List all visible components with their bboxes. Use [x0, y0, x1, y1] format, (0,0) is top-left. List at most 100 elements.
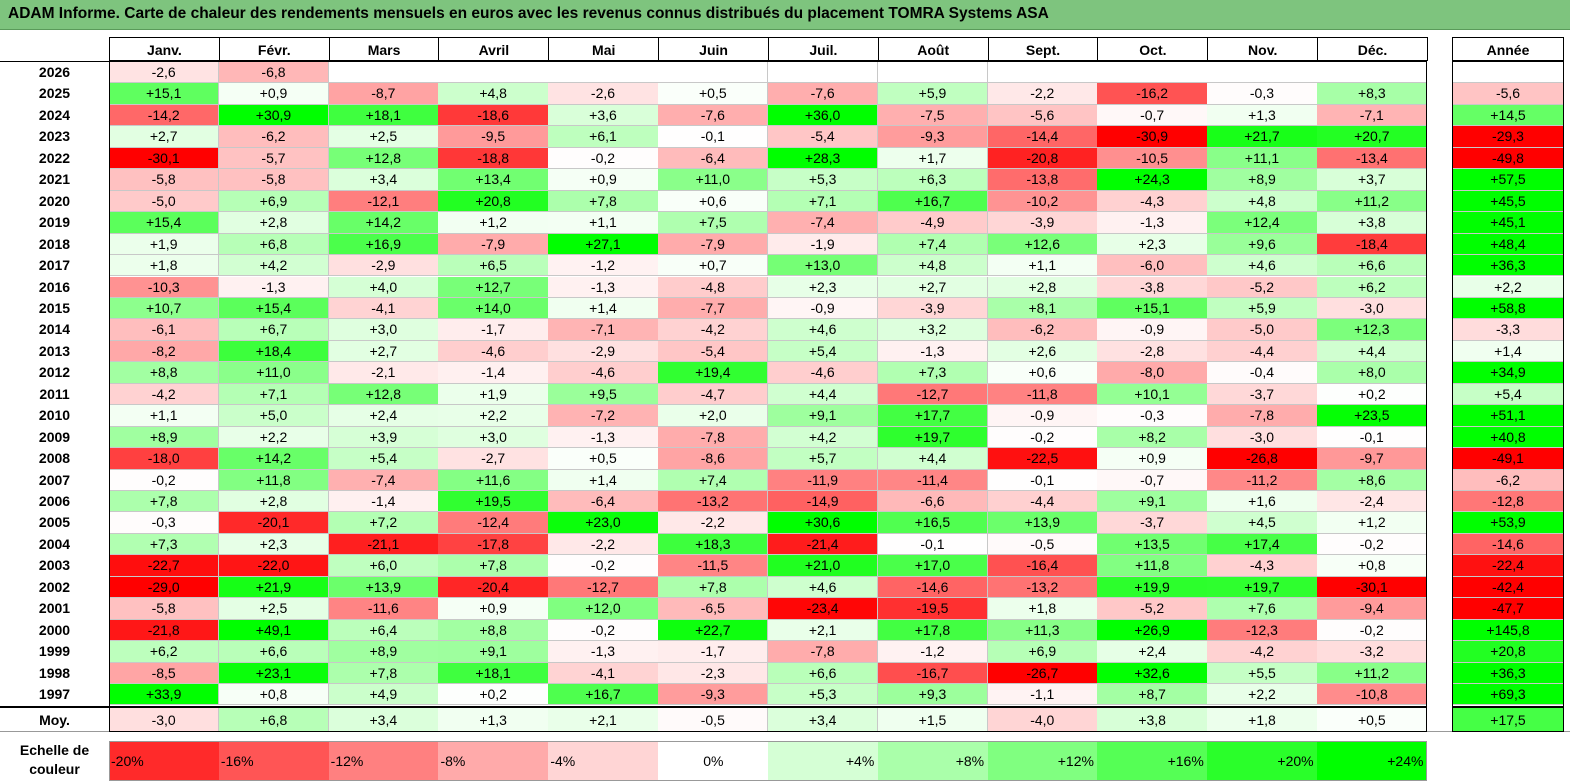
heatmap-cell: -1,3 [548, 641, 659, 663]
heatmap-cell: -2,2 [548, 533, 659, 556]
heatmap-cell [328, 62, 439, 84]
heatmap-cell: -0,1 [1317, 426, 1428, 449]
annual-total-cell: +36,3 [1452, 662, 1564, 685]
heatmap-cell: -7,8 [658, 426, 769, 449]
row-year-label: 2013 [38, 342, 71, 359]
heatmap-cell: -7,4 [767, 212, 879, 234]
heatmap-cell: +16,9 [328, 233, 439, 256]
month-header: Oct. [1097, 37, 1209, 61]
heatmap-cell: +15,1 [1097, 297, 1208, 320]
heatmap-cell: +16,5 [877, 512, 989, 534]
heatmap-cell: +2,4 [1097, 641, 1208, 663]
heatmap-cell: -14,9 [767, 491, 879, 513]
heatmap-cell: -7,5 [877, 104, 989, 127]
heatmap-cell: +13,5 [1097, 533, 1208, 556]
average-cell: +0,5 [1317, 708, 1428, 732]
heatmap-cell: +12,8 [328, 383, 439, 406]
heatmap-cell: -14,6 [877, 576, 989, 599]
heatmap-cell: -8,7 [328, 83, 439, 105]
annual-total-cell: -49,8 [1452, 147, 1564, 170]
row-year-label: 2015 [38, 299, 71, 316]
heatmap-cell: -0,2 [987, 426, 1098, 449]
heatmap-cell: +33,9 [109, 684, 220, 706]
heatmap-cell: +49,1 [218, 619, 330, 642]
heatmap-cell: -16,7 [877, 662, 989, 685]
row-year-label: 2003 [38, 557, 71, 574]
heatmap-cell: +23,0 [548, 512, 659, 534]
heatmap-cell: +14,2 [218, 448, 330, 470]
heatmap-cell: -1,3 [548, 276, 659, 298]
month-header: Nov. [1207, 37, 1319, 61]
heatmap-cell: +12,0 [548, 598, 659, 620]
heatmap-cell: +7,3 [877, 362, 989, 384]
heatmap-cell: -3,0 [1317, 297, 1428, 320]
heatmap-cell: +17,8 [877, 619, 989, 642]
row-year-label: 2005 [38, 514, 71, 531]
heatmap-cell: +18,3 [658, 533, 769, 556]
heatmap-cell: -8,2 [109, 340, 220, 363]
color-scale-swatch: 0% [658, 741, 769, 781]
heatmap-cell: +1,2 [1317, 512, 1428, 534]
avg-line2 [1452, 706, 1564, 708]
row-year-label: 2002 [38, 578, 71, 595]
heatmap-cell: +6,8 [218, 233, 330, 256]
heatmap-cell: -18,6 [438, 104, 549, 127]
heatmap-cell: -5,8 [109, 598, 220, 620]
heatmap-cell: -13,4 [1317, 147, 1428, 170]
heatmap-cell: +1,3 [1207, 104, 1318, 127]
heatmap-cell: -18,8 [438, 147, 549, 170]
heatmap-cell: +3,0 [438, 426, 549, 449]
heatmap-cell: +5,3 [767, 169, 879, 191]
heatmap-cell: -0,2 [1317, 533, 1428, 556]
heatmap-cell: -2,7 [438, 448, 549, 470]
heatmap-cell: -2,4 [1317, 491, 1428, 513]
heatmap-cell: +2,5 [328, 126, 439, 148]
heatmap-cell: -0,7 [1097, 469, 1208, 491]
heatmap-cell: +4,8 [877, 255, 989, 277]
annual-total-cell: -42,4 [1452, 576, 1564, 599]
heatmap-cell: -0,3 [109, 512, 220, 534]
row-year-label: 2019 [38, 214, 71, 231]
month-header: Déc. [1317, 37, 1428, 61]
heatmap-cell: +4,8 [1207, 190, 1318, 213]
heatmap-cell: +7,8 [328, 662, 439, 685]
heatmap-cell: +1,4 [548, 469, 659, 491]
heatmap-cell: -7,4 [328, 469, 439, 491]
heatmap-cell: -21,1 [328, 533, 439, 556]
row-year-label: 2000 [38, 621, 71, 638]
color-scale-swatch: -16% [218, 741, 330, 781]
heatmap-cell: -22,5 [987, 448, 1098, 470]
heatmap-cell: +2,4 [328, 405, 439, 427]
annual-total-cell: +145,8 [1452, 619, 1564, 642]
heatmap-cell: -26,7 [987, 662, 1098, 685]
average-cell: -4,0 [987, 708, 1098, 732]
annual-total-cell: +48,4 [1452, 233, 1564, 256]
annual-total-cell: +53,9 [1452, 512, 1564, 534]
annual-total-cell: +57,5 [1452, 169, 1564, 191]
heatmap-cell: -30,1 [109, 147, 220, 170]
heatmap-cell: +11,6 [438, 469, 549, 491]
heatmap-cell: +4,8 [438, 83, 549, 105]
heatmap-cell: -2,9 [328, 255, 439, 277]
heatmap-cell [548, 62, 659, 84]
annual-total-cell: -5,6 [1452, 83, 1564, 105]
annual-total-cell: -47,7 [1452, 598, 1564, 620]
heatmap-cell: +17,0 [877, 555, 989, 577]
heatmap-cell: -4,8 [658, 276, 769, 298]
heatmap-cell: -2,6 [548, 83, 659, 105]
heatmap-cell: -12,1 [328, 190, 439, 213]
heatmap-cell: -20,4 [438, 576, 549, 599]
heatmap-cell: +3,6 [548, 104, 659, 127]
heatmap-cell: -10,2 [987, 190, 1098, 213]
heatmap-cell: -1,7 [658, 641, 769, 663]
heatmap-cell: -6,4 [658, 147, 769, 170]
heatmap-cell: +6,7 [218, 319, 330, 341]
annual-total-cell: +40,8 [1452, 426, 1564, 449]
heatmap-cell: +4,2 [218, 255, 330, 277]
heatmap-cell: -0,9 [1097, 319, 1208, 341]
heatmap-cell: -0,2 [1317, 619, 1428, 642]
heatmap-cell: +0,8 [218, 684, 330, 706]
heatmap-cell: +6,0 [328, 555, 439, 577]
heatmap-cell: -7,8 [1207, 405, 1318, 427]
heatmap-cell: +27,1 [548, 233, 659, 256]
